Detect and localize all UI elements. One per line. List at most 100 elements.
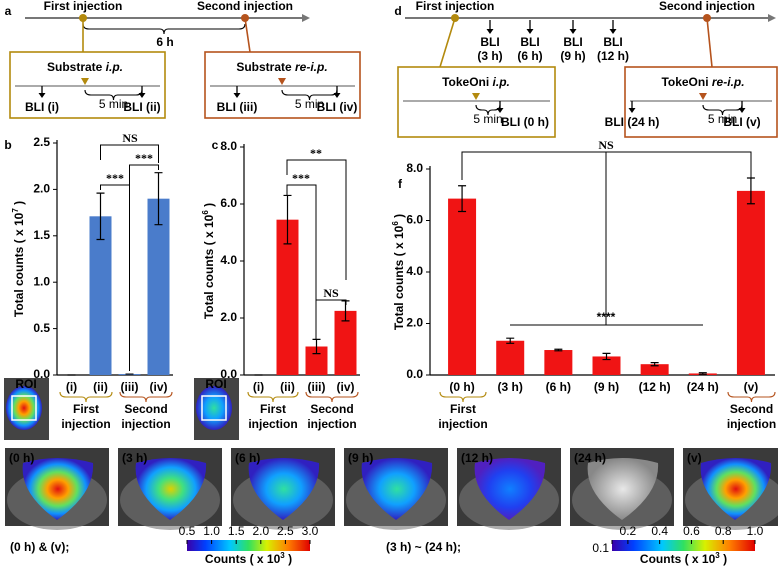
text-part: TokeOni bbox=[442, 75, 492, 89]
label: BLI (iii) bbox=[217, 100, 258, 114]
label: BLI (iv) bbox=[317, 100, 358, 114]
x-tick-label: (ii) bbox=[280, 380, 295, 394]
x-tick-label: (i) bbox=[66, 380, 77, 394]
rich-label: Substrate re-i.p. bbox=[236, 60, 327, 74]
label: (12 h) bbox=[597, 49, 629, 63]
signal bbox=[700, 458, 772, 520]
italic-part: i.p. bbox=[493, 75, 510, 89]
error-bar bbox=[650, 362, 659, 367]
x-tick-label: (24 h) bbox=[687, 380, 719, 394]
brace bbox=[82, 23, 246, 35]
connector bbox=[439, 17, 456, 68]
x-tick-label: (iii) bbox=[121, 380, 139, 394]
y-tick-label: 2.5 bbox=[33, 135, 50, 149]
significance-bracket bbox=[286, 184, 317, 330]
bar bbox=[640, 364, 669, 375]
text-part: Total counts ( x 10 bbox=[202, 214, 216, 319]
label: (3 h) bbox=[477, 49, 502, 63]
y-tick-label: 0.5 bbox=[33, 321, 50, 335]
label: First injection bbox=[416, 0, 495, 13]
signal bbox=[135, 458, 207, 520]
label: BLI bbox=[603, 35, 622, 49]
label: BLI bbox=[480, 35, 499, 49]
group-label: First injection bbox=[438, 402, 487, 431]
label: 5 min bbox=[99, 97, 128, 111]
bar bbox=[276, 219, 299, 375]
brace bbox=[119, 391, 173, 403]
label: BLI bbox=[520, 35, 539, 49]
colorbar bbox=[187, 540, 310, 551]
x-tick-label: (v) bbox=[744, 380, 759, 394]
label: BLI (i) bbox=[25, 100, 59, 114]
text-part: Total counts ( x 10 bbox=[392, 225, 406, 330]
error-bar bbox=[602, 352, 611, 361]
x-tick-label: (i) bbox=[253, 380, 264, 394]
brace bbox=[727, 391, 776, 403]
error-bar bbox=[283, 194, 292, 245]
arrow-head bbox=[768, 14, 776, 22]
arrow-head bbox=[38, 93, 46, 98]
roi-label: ROI bbox=[15, 377, 36, 391]
group-label-line: injection bbox=[307, 417, 356, 431]
injection-marker bbox=[81, 78, 89, 85]
signal bbox=[587, 458, 659, 520]
colorbar bbox=[612, 540, 755, 551]
group-label: First injection bbox=[61, 402, 110, 431]
brace bbox=[247, 391, 299, 403]
superscript: 6 bbox=[391, 221, 400, 226]
arrow-head bbox=[609, 29, 617, 34]
panel-label: f bbox=[398, 177, 403, 191]
colorbar-tick-label: 0.8 bbox=[715, 524, 732, 538]
italic-part: re-i.p. bbox=[295, 60, 328, 74]
signal bbox=[6, 386, 42, 430]
bar bbox=[448, 198, 477, 375]
panel-label: d bbox=[394, 4, 401, 18]
label: (9 h) bbox=[560, 49, 585, 63]
group-label-line: injection bbox=[248, 417, 297, 431]
rich-label: TokeOni i.p. bbox=[442, 75, 510, 89]
label: 5 min bbox=[295, 97, 324, 111]
italic-part: i.p. bbox=[106, 60, 123, 74]
significance-bracket bbox=[315, 299, 347, 340]
bar bbox=[89, 216, 112, 375]
signal bbox=[196, 386, 232, 430]
y-tick-label: 0.0 bbox=[220, 367, 237, 381]
y-tick-label: 8.0 bbox=[406, 161, 423, 175]
group-label-line: injection bbox=[61, 417, 110, 431]
label: BLI bbox=[563, 35, 582, 49]
roi-label: ROI bbox=[205, 377, 226, 391]
label: 5 min bbox=[473, 112, 502, 126]
y-axis-title: Total counts ( x 106 ) bbox=[201, 203, 217, 319]
y-tick-label: 2.0 bbox=[220, 310, 237, 324]
group-label-line: First bbox=[450, 402, 476, 416]
text-part: Counts ( x 10 bbox=[640, 552, 716, 566]
image-label: (24 h) bbox=[574, 451, 606, 465]
superscript: 7 bbox=[11, 208, 20, 213]
group-label-line: injection bbox=[438, 417, 487, 431]
text-end: ) bbox=[720, 552, 727, 566]
image-label: (0 h) bbox=[9, 451, 34, 465]
brace bbox=[439, 391, 487, 403]
y-tick-label: 4.0 bbox=[406, 264, 423, 278]
x-tick-label: (iv) bbox=[337, 380, 355, 394]
y-tick-label: 6.0 bbox=[220, 196, 237, 210]
protocol-box bbox=[9, 51, 166, 119]
roi-box bbox=[201, 395, 227, 421]
y-axis-title: Total counts ( x 107 ) bbox=[11, 201, 27, 317]
group-label-line: Second bbox=[124, 402, 167, 416]
colorbar-caption: (0 h) & (v); bbox=[10, 540, 69, 554]
y-tick-label: 1.0 bbox=[33, 274, 50, 288]
x-tick-label: (ii) bbox=[93, 380, 108, 394]
arrow-head bbox=[628, 108, 636, 113]
bar bbox=[147, 198, 170, 375]
group-label: Second injection bbox=[727, 402, 776, 431]
colorbar-tick-label: 0.5 bbox=[179, 524, 196, 538]
panel-label: a bbox=[5, 4, 12, 18]
arrow-head bbox=[486, 29, 494, 34]
arrow-head bbox=[302, 14, 310, 22]
y-tick-label: 8.0 bbox=[220, 139, 237, 153]
brace bbox=[59, 391, 113, 403]
error-bar bbox=[506, 337, 515, 344]
significance-bracket bbox=[100, 144, 159, 163]
